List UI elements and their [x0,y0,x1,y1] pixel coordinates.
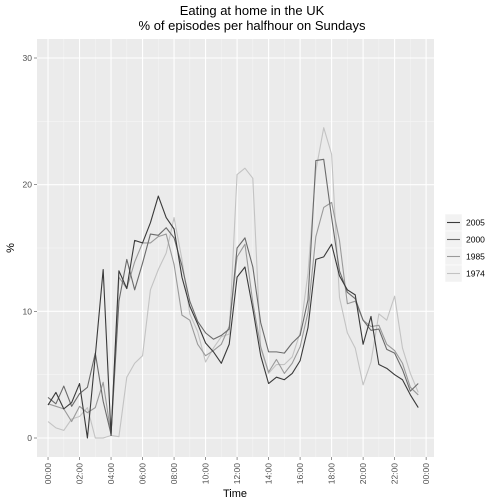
series-line-2005 [47,195,419,439]
legend-label-2000: 2000 [466,235,485,245]
chart-subtitle: % of episodes per halfhour on Sundays [139,18,366,33]
legend: 2005 2000 1985 1974 [444,213,485,283]
x-axis-label: Time [223,488,247,500]
legend-label-1974: 1974 [466,269,485,279]
minor-gridlines [37,39,434,457]
legend-label-2005: 2005 [466,218,485,228]
x-tick-label: 08:00 [169,463,179,485]
x-tick-label: 04:00 [106,463,116,485]
y-axis-label: % [5,243,17,253]
chart-title: Eating at home in the UK [180,3,325,18]
x-tick-label: 10:00 [201,463,211,485]
y-tick-label: 20 [23,180,33,190]
x-tick-label: 00:00 [43,463,53,485]
x-tick-label: 16:00 [295,463,305,485]
y-tick-label: 30 [23,53,33,63]
y-tick-label: 10 [23,306,33,316]
x-tick-label: 22:00 [390,463,400,485]
x-tick-label: 12:00 [232,463,242,485]
x-tick-label: 06:00 [138,463,148,485]
x-tick-label: 18:00 [327,463,337,485]
x-tick-label: 00:00 [421,463,431,485]
x-tick-label: 20:00 [358,463,368,485]
x-tick-label: 02:00 [75,463,85,485]
y-axis-ticks: 0 10 20 30 [23,53,37,443]
y-tick-label: 0 [27,433,32,443]
x-axis-ticks: 00:00 02:00 04:00 06:00 08:00 10:00 12:00 14:00… [43,457,431,484]
x-tick-label: 14:00 [264,463,274,485]
series-lines [47,127,419,439]
legend-label-1985: 1985 [466,252,485,262]
series-line-1974 [47,127,419,439]
